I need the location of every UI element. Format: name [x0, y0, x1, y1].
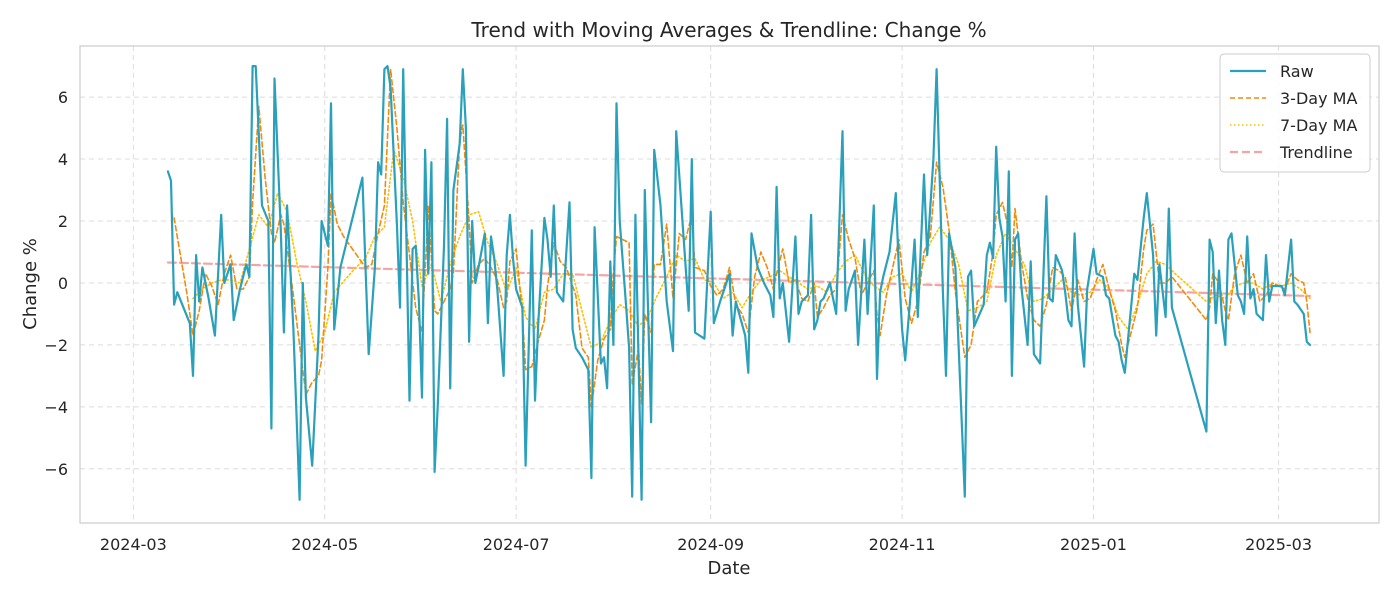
legend: Raw 3-Day MA 7-Day MA Trendline [1219, 53, 1371, 173]
y-tick-label: −2 [44, 336, 68, 355]
chart-title: Trend with Moving Averages & Trendline: … [470, 18, 986, 42]
legend-box [1219, 53, 1371, 173]
y-tick-label: 4 [58, 150, 68, 169]
y-tick-label: 6 [58, 88, 68, 107]
y-axis-label: Change % [20, 238, 41, 330]
plot-frame [79, 45, 1380, 524]
legend-label-ma7: 7-Day MA [1280, 116, 1357, 135]
y-tick-label: 2 [58, 212, 68, 231]
y-tick-label: 0 [58, 274, 68, 293]
x-axis-label: Date [707, 558, 750, 579]
y-tick-label: −4 [44, 398, 68, 417]
x-tick-label: 2024-09 [677, 535, 744, 554]
x-tick-label: 2024-05 [291, 535, 358, 554]
series-line-ma7 [192, 149, 1311, 352]
y-tick-label: −6 [44, 460, 68, 479]
series-line-ma3 [173, 68, 1311, 408]
series-line-trendline [166, 261, 1312, 298]
x-tick-label: 2025-01 [1060, 535, 1127, 554]
legend-label-trendline: Trendline [1279, 143, 1353, 162]
series-line-raw [166, 64, 1312, 501]
tick-layer: −6 −4 −2 0 2 4 6 2024-03 2024-05 2024-07 2024-09 20… [44, 88, 1312, 554]
x-tick-label: 2024-03 [100, 535, 167, 554]
x-tick-label: 2024-11 [869, 535, 936, 554]
legend-label-ma3: 3-Day MA [1280, 89, 1357, 108]
series-layer [166, 64, 1312, 501]
x-tick-label: 2024-07 [483, 535, 550, 554]
x-tick-label: 2025-03 [1245, 535, 1312, 554]
legend-label-raw: Raw [1280, 62, 1314, 81]
